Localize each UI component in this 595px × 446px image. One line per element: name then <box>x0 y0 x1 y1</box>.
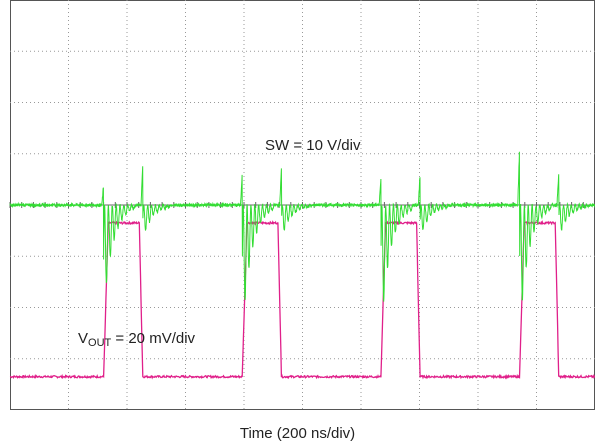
sw-scale-label: SW = 10 V/div <box>265 137 361 154</box>
vout-trace <box>9 151 595 302</box>
sw-trace <box>9 219 595 380</box>
vout-scale-value: = 20 mV/div <box>111 330 196 347</box>
vout-subscript: OUT <box>88 337 112 349</box>
vout-symbol: V <box>78 330 89 347</box>
x-axis-label: Time (200 ns/div) <box>239 425 356 442</box>
vout-scale-label: VOUT = 20 mV/div <box>78 330 195 349</box>
